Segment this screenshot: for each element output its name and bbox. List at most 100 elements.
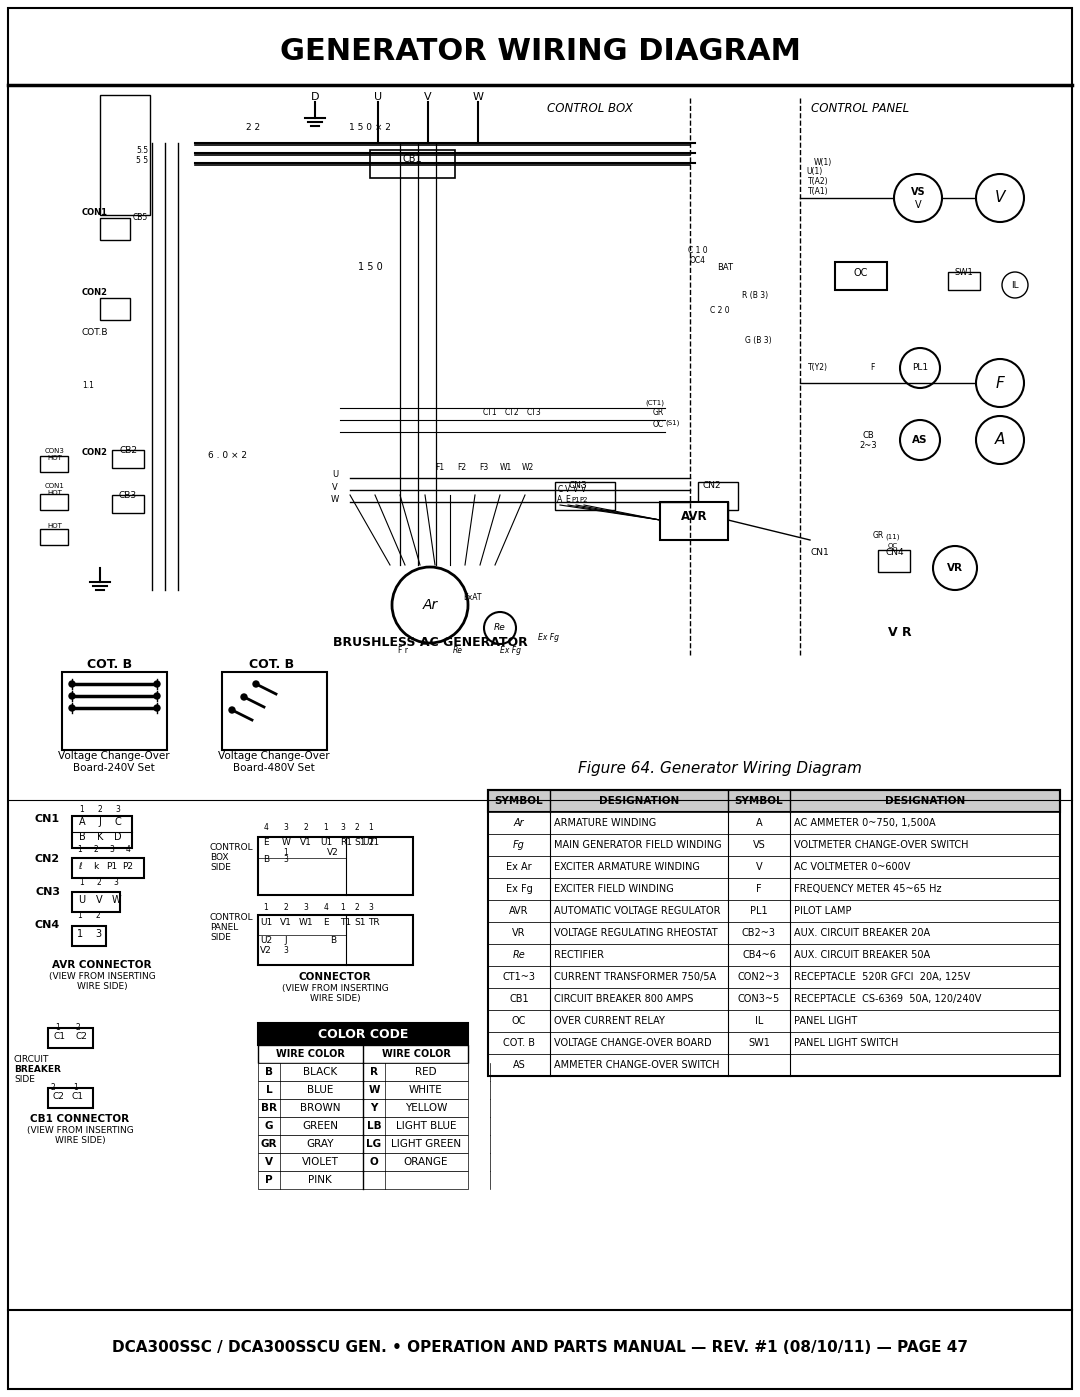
Bar [258,1045,468,1063]
Text: 1 5 0 × 2: 1 5 0 × 2 [349,123,391,131]
Bar [72,858,144,877]
Text: k: k [93,862,98,870]
Bar [62,672,167,750]
Text: J: J [285,936,287,944]
Text: U1: U1 [260,918,272,928]
Text: 2: 2 [284,902,288,912]
Text: Re: Re [495,623,505,633]
Bar [488,944,1059,965]
Text: RECTIFIER: RECTIFIER [554,950,604,960]
Bar [48,1088,93,1108]
Text: AVR CONNECTOR: AVR CONNECTOR [52,960,152,970]
Bar [48,1028,93,1048]
Text: 2: 2 [96,911,100,921]
Text: DESIGNATION: DESIGNATION [599,796,679,806]
Text: B: B [265,1067,273,1077]
Text: 1: 1 [324,823,328,833]
Text: F1: F1 [435,462,445,472]
Bar [112,450,144,468]
Text: A: A [995,433,1005,447]
Text: MAIN GENERATOR FIELD WINDING: MAIN GENERATOR FIELD WINDING [554,840,721,849]
Text: Ex Fg: Ex Fg [499,645,521,655]
Text: 1: 1 [56,1023,60,1032]
Text: WIRE COLOR: WIRE COLOR [381,1049,450,1059]
Text: GR: GR [652,408,663,416]
Bar [258,1099,468,1118]
Text: VOLTAGE REGULATING RHEOSTAT: VOLTAGE REGULATING RHEOSTAT [554,928,717,937]
Text: F3: F3 [480,462,488,472]
Text: CB2~3: CB2~3 [742,928,777,937]
Text: LIGHT GREEN: LIGHT GREEN [391,1139,461,1148]
Circle shape [229,707,235,712]
Text: EXCITER FIELD WINDING: EXCITER FIELD WINDING [554,884,674,894]
Text: V1: V1 [300,838,312,847]
Text: CONTROL BOX: CONTROL BOX [548,102,633,115]
Text: AC AMMETER 0~750, 1,500A: AC AMMETER 0~750, 1,500A [794,819,935,828]
Text: C 1 0: C 1 0 [688,246,707,256]
Text: (S1): (S1) [665,420,680,426]
Bar [40,495,68,510]
Text: CON2: CON2 [82,448,108,457]
Text: V: V [565,485,570,495]
Text: 2: 2 [76,1023,80,1032]
Circle shape [933,546,977,590]
Text: T1: T1 [368,838,379,847]
Bar [100,298,130,320]
Text: PILOT LAMP: PILOT LAMP [794,907,851,916]
Text: 3: 3 [284,946,288,956]
Circle shape [69,693,75,698]
Text: CB1: CB1 [509,995,529,1004]
Bar [258,1171,468,1189]
Text: BRUSHLESS AC GENERATOR: BRUSHLESS AC GENERATOR [333,637,527,650]
Text: OVER CURRENT RELAY: OVER CURRENT RELAY [554,1016,665,1025]
Text: Fg: Fg [513,840,525,849]
Bar [488,877,1059,900]
Text: (VIEW FROM INSERTING: (VIEW FROM INSERTING [27,1126,133,1134]
Bar [222,672,327,750]
Bar [488,789,1059,1076]
Text: V: V [915,200,921,210]
Text: Figure 64. Generator Wiring Diagram: Figure 64. Generator Wiring Diagram [578,760,862,775]
Circle shape [976,416,1024,464]
Bar [488,789,1059,812]
Text: CON2: CON2 [82,288,108,298]
Text: 3: 3 [113,877,119,887]
Text: Voltage Change-Over
Board-240V Set: Voltage Change-Over Board-240V Set [58,752,170,773]
Text: LB: LB [367,1120,381,1132]
Text: CT2: CT2 [504,408,519,416]
Bar [40,455,68,472]
Text: 2: 2 [303,823,309,833]
Text: E: E [264,838,269,847]
Text: W: W [473,92,484,102]
Text: HOT: HOT [48,522,63,529]
Text: 3: 3 [340,823,346,833]
Text: PL1: PL1 [751,907,768,916]
Text: CN3: CN3 [35,887,60,897]
Circle shape [1002,272,1028,298]
Text: COT. B: COT. B [249,658,295,671]
Text: U: U [79,895,85,905]
Text: VOLTAGE CHANGE-OVER BOARD: VOLTAGE CHANGE-OVER BOARD [554,1038,712,1048]
Bar [258,1063,468,1081]
Text: 1 5 0: 1 5 0 [357,263,382,272]
Text: ExAT: ExAT [462,594,482,602]
Text: CN1: CN1 [811,548,829,557]
Text: O: O [369,1157,378,1166]
Text: A: A [756,819,762,828]
Text: C 2 0: C 2 0 [711,306,730,314]
Text: SYMBOL: SYMBOL [734,796,783,806]
Text: T1: T1 [340,918,352,928]
Text: T(A1): T(A1) [808,187,828,196]
Text: IL: IL [755,1016,764,1025]
Text: AVR: AVR [510,907,529,916]
Text: E: E [323,918,328,928]
Text: ARMATURE WINDING: ARMATURE WINDING [554,819,657,828]
Circle shape [392,567,468,643]
Text: CB2: CB2 [119,446,137,455]
Text: ℓ: ℓ [78,862,82,870]
Bar [488,1053,1059,1076]
Text: DESIGNATION: DESIGNATION [885,796,966,806]
Text: 3: 3 [109,845,114,854]
Text: A: A [79,817,85,827]
Text: PINK: PINK [308,1175,332,1185]
